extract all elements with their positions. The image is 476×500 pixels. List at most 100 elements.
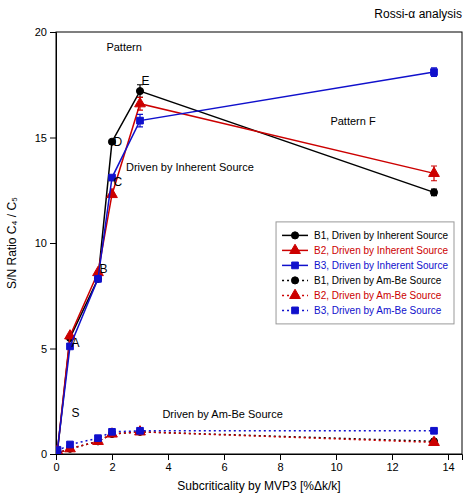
- y-tick: 5: [41, 343, 56, 355]
- legend-label: B2, Driven by Inherent Source: [314, 245, 448, 256]
- point: [431, 427, 438, 434]
- error-bar: [431, 68, 437, 76]
- annotation: A: [71, 336, 79, 350]
- annotation: C: [113, 175, 122, 189]
- legend-label: B3, Driven by Am-Be Source: [314, 305, 442, 316]
- legend-item: B1, Driven by Am-Be Source: [282, 275, 442, 286]
- x-tick-label: 10: [330, 461, 342, 473]
- y-tick-mark: [50, 138, 56, 139]
- x-tick-label: 2: [109, 461, 115, 473]
- annotation: E: [141, 74, 149, 88]
- plot-area: 0 2 4 6 8 10 12 14 0 5 10 15 20 S A B C D E Pattern Pattern …: [35, 26, 463, 473]
- annotation: Driven by Am-Be Source: [162, 408, 282, 420]
- chart: 0 2 4 6 8 10 12 14 0 5 10 15 20 S A B C D E Pattern Pattern …: [0, 0, 476, 500]
- point: [429, 167, 440, 176]
- y-tick-label: 10: [35, 237, 47, 249]
- legend-label: B1, Driven by Am-Be Source: [314, 275, 442, 286]
- x-tick-mark: [112, 454, 113, 460]
- series: [56, 426, 439, 454]
- x-tick: 14: [442, 454, 454, 473]
- legend-label: B1, Driven by Inherent Source: [314, 230, 448, 241]
- legend-marker: [290, 289, 301, 298]
- y-tick: 20: [35, 26, 56, 38]
- legend-item: B3, Driven by Am-Be Source: [282, 305, 442, 316]
- x-axis: 0 2 4 6 8 10 12 14: [53, 454, 462, 473]
- x-tick: 4: [165, 454, 171, 473]
- legend-label: B3, Driven by Inherent Source: [314, 260, 448, 271]
- y-tick-label: 5: [41, 343, 47, 355]
- annotation: Pattern F: [330, 115, 376, 127]
- legend-item: B2, Driven by Am-Be Source: [282, 289, 442, 301]
- point: [430, 189, 437, 196]
- error-bar: [431, 428, 437, 433]
- point: [107, 188, 118, 197]
- x-tick: 8: [277, 454, 283, 473]
- legend-item: B3, Driven by Inherent Source: [282, 260, 448, 271]
- legend-marker: [291, 277, 298, 284]
- point: [56, 445, 63, 454]
- x-axis-title: Subcriticality by MVP3 [%Δk/k]: [177, 479, 340, 493]
- x-tick-label: 14: [442, 461, 454, 473]
- legend-item: B2, Driven by Inherent Source: [282, 244, 448, 256]
- point: [95, 276, 102, 283]
- point: [94, 275, 101, 282]
- x-tick-mark: [168, 454, 169, 460]
- annotation: B: [99, 262, 107, 276]
- y-tick-mark: [50, 32, 56, 33]
- x-tick-label: 6: [221, 461, 227, 473]
- error-bar: [137, 114, 143, 127]
- y-tick-label: 15: [35, 132, 47, 144]
- point: [93, 435, 104, 444]
- x-tick-mark: [392, 454, 393, 460]
- x-tick-label: 0: [53, 461, 59, 473]
- legend-marker: [292, 262, 299, 269]
- series: [56, 428, 438, 454]
- point: [137, 427, 144, 434]
- x-axis-line: [57, 455, 463, 461]
- legend-marker: [290, 244, 301, 253]
- x-tick: 0: [53, 454, 59, 473]
- legend-box: [276, 222, 454, 324]
- y-axis: 0 5 10 15 20: [35, 26, 57, 460]
- annotation: Driven by Inherent Source: [126, 161, 254, 173]
- annotation: Pattern: [106, 41, 141, 53]
- x-tick-mark: [336, 454, 337, 460]
- y-tick: 10: [35, 237, 56, 249]
- legend-marker: [292, 307, 299, 314]
- y-tick-mark: [50, 243, 56, 244]
- point: [431, 69, 438, 76]
- x-tick: 10: [330, 454, 342, 473]
- legend-marker: [291, 232, 298, 239]
- x-tick-label: 8: [277, 461, 283, 473]
- point: [136, 428, 143, 435]
- legend: B1, Driven by Inherent Source B2, Driven …: [276, 222, 454, 324]
- y-tick-label: 0: [41, 448, 47, 460]
- point: [137, 117, 144, 124]
- y-tick-mark: [50, 454, 56, 455]
- title: Rossi-α analysis: [374, 7, 462, 21]
- x-tick-label: 4: [165, 461, 171, 473]
- point: [135, 426, 146, 435]
- x-tick: 6: [221, 454, 227, 473]
- x-tick-mark: [448, 454, 449, 460]
- error-bar: [431, 189, 437, 195]
- annotation: S: [71, 406, 79, 420]
- x-tick-mark: [224, 454, 225, 460]
- x-tick-mark: [280, 454, 281, 460]
- legend-item: B1, Driven by Inherent Source: [282, 230, 448, 241]
- point: [135, 98, 146, 107]
- y-tick-label: 20: [35, 26, 47, 38]
- point: [95, 435, 102, 442]
- y-tick: 15: [35, 132, 56, 144]
- point: [67, 441, 74, 448]
- annotation: D: [113, 135, 122, 149]
- series: [56, 427, 437, 454]
- point: [136, 88, 143, 95]
- point: [56, 448, 61, 454]
- point: [429, 436, 440, 445]
- x-tick-label: 12: [386, 461, 398, 473]
- point: [107, 428, 118, 437]
- x-tick: 2: [109, 454, 115, 473]
- point: [109, 428, 116, 435]
- plot-frame: [56, 32, 462, 454]
